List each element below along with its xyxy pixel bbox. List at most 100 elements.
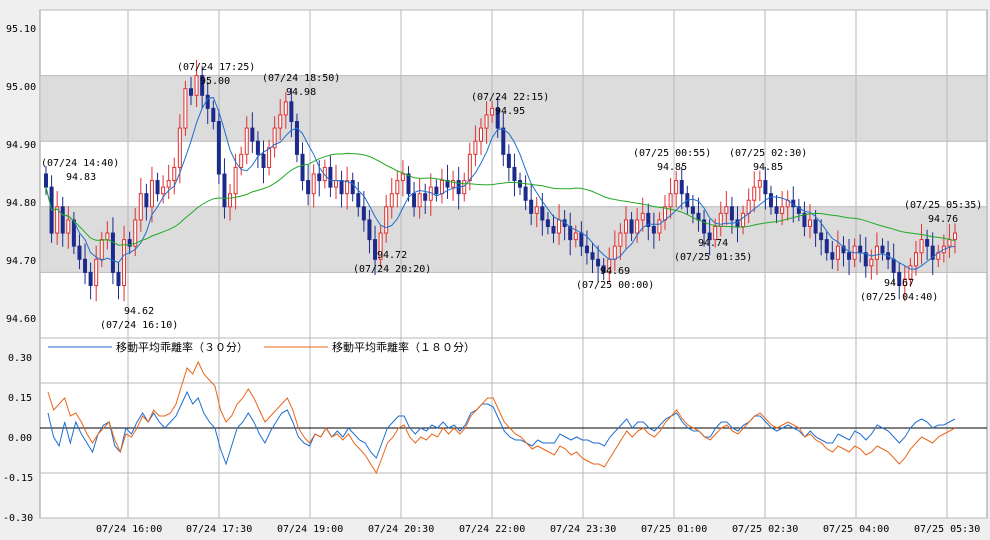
candle-body	[919, 239, 924, 254]
candle-body	[863, 252, 868, 267]
candle-body	[239, 153, 244, 168]
candle-body	[696, 212, 701, 221]
x-tick-label: 07/24 16:00	[96, 524, 162, 535]
candle-body	[222, 173, 227, 208]
candle-body	[813, 219, 818, 234]
candle-body	[729, 206, 734, 221]
candle-body	[869, 258, 874, 267]
y-tick-label: 94.60	[6, 314, 36, 325]
candle-body	[122, 239, 127, 287]
candle-body	[406, 173, 411, 195]
candle-body	[205, 94, 210, 109]
candle-body	[149, 180, 154, 208]
candle-body	[83, 258, 88, 273]
candle-body	[930, 245, 935, 260]
candle-body	[752, 186, 757, 201]
annotation-time: (07/25 01:35)	[674, 252, 752, 263]
candle-body	[478, 127, 483, 142]
candle-body	[902, 278, 907, 287]
y-tick-label: 94.70	[6, 256, 36, 267]
candle-body	[233, 166, 238, 195]
price-annotations: (07/24 14:40) 94.83 94.62 (07/24 16:10) …	[41, 62, 982, 331]
candle-body	[261, 153, 266, 168]
x-tick-label: 07/24 22:00	[459, 524, 525, 535]
candle-body	[200, 75, 205, 96]
candle-body	[679, 180, 684, 195]
annotation-time: (07/24 14:40)	[41, 158, 119, 169]
candle-body	[629, 219, 634, 234]
annotation-value: 94.85	[753, 162, 783, 173]
candle-body	[557, 219, 562, 234]
candle-body	[891, 258, 896, 273]
annotation-time: (07/24 16:10)	[100, 320, 178, 331]
candle-body	[551, 225, 556, 234]
candle-body	[255, 140, 260, 155]
candle-body	[545, 219, 550, 227]
candle-body	[757, 180, 762, 188]
deviation-y-axis: 0.30 0.15 0.00 -0.15 -0.30	[3, 353, 33, 524]
candle-body	[110, 232, 115, 273]
y-tick-label: 94.90	[6, 140, 36, 151]
candle-body	[529, 199, 534, 214]
candle-body	[713, 225, 718, 241]
x-tick-label: 07/24 19:00	[277, 524, 343, 535]
candle-body	[127, 239, 132, 247]
annotation-time: (07/25 05:35)	[904, 200, 982, 211]
annotation-value: 94.76	[928, 214, 958, 225]
candle-body	[77, 245, 82, 260]
candle-body	[283, 101, 288, 116]
candle-body	[802, 212, 807, 227]
candle-body	[55, 206, 60, 234]
candle-body	[166, 180, 171, 188]
candle-body	[88, 271, 93, 287]
candle-body	[328, 166, 333, 188]
candle-body	[880, 245, 885, 254]
y-tick-label: 94.80	[6, 198, 36, 209]
candle-body	[155, 180, 160, 195]
x-tick-label: 07/25 04:00	[823, 524, 889, 535]
candle-body	[172, 166, 177, 182]
candle-body	[99, 239, 104, 260]
candle-body	[66, 219, 71, 234]
candle-body	[294, 121, 299, 155]
annotation-value: 94.95	[495, 106, 525, 117]
candle-body	[947, 239, 952, 247]
candle-body	[953, 232, 957, 241]
candle-body	[824, 239, 829, 254]
candle-body	[228, 193, 233, 208]
candle-body	[439, 180, 444, 195]
candle-body	[651, 225, 656, 234]
candle-body	[339, 180, 344, 195]
candle-body	[306, 180, 311, 195]
candle-body	[830, 252, 835, 260]
annotation-time: (07/24 18:50)	[262, 73, 340, 84]
candle-body	[707, 232, 712, 241]
candle-body	[412, 193, 417, 208]
annotation-value: 95.00	[200, 76, 230, 87]
candle-body	[640, 212, 645, 221]
candle-body	[105, 232, 110, 241]
annotation-time: (07/24 17:25)	[177, 62, 255, 73]
candle-body	[395, 180, 400, 195]
deviation-legend: 移動平均乖離率（３０分） 移動平均乖離率（１８０分）	[48, 340, 475, 354]
candle-body	[467, 153, 472, 182]
candle-body	[847, 252, 852, 260]
legend-label-30min: 移動平均乖離率（３０分）	[116, 340, 248, 354]
candle-body	[690, 206, 695, 214]
candle-body	[116, 271, 121, 287]
candle-body	[462, 180, 467, 195]
candle-body	[796, 206, 801, 214]
annotation-time: (07/25 00:55)	[633, 148, 711, 159]
annotation-time: (07/24 22:15)	[471, 92, 549, 103]
deviation-lines	[47, 360, 956, 475]
candle-body	[434, 186, 439, 195]
y-tick-label: 95.10	[6, 24, 36, 35]
candle-body	[858, 245, 863, 254]
annotation-value: 94.98	[286, 87, 316, 98]
candle-body	[534, 206, 539, 214]
candle-body	[674, 180, 679, 195]
candle-body	[540, 206, 545, 221]
candle-body	[735, 219, 740, 227]
annotation-value: 94.69	[600, 266, 630, 277]
